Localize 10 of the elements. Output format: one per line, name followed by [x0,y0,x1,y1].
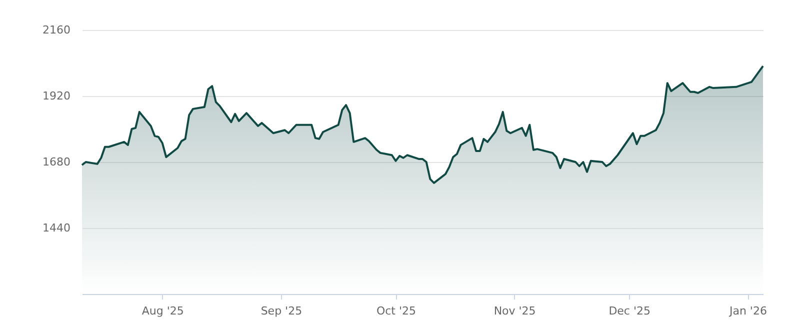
x-tick-label: Aug '25 [142,304,184,318]
x-tick-label: Dec '25 [608,304,650,318]
x-tick-label: Jan '26 [728,304,767,318]
y-tick-label: 1440 [42,222,70,234]
x-tick-label: Oct '25 [376,304,416,318]
y-tick-label: 2160 [42,24,70,36]
x-tick-label: Sep '25 [260,304,302,318]
y-tick-label: 1680 [42,156,70,168]
x-tick-label: Nov '25 [494,304,536,318]
y-tick-label: 1920 [42,90,70,102]
